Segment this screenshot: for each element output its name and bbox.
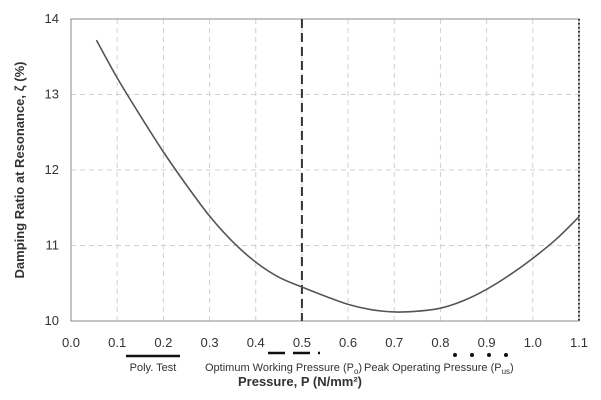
x-axis-title: Pressure, P (N/mm²) bbox=[238, 374, 362, 389]
y-tick-label: 11 bbox=[46, 238, 60, 253]
x-tick-label: 0.8 bbox=[431, 335, 449, 350]
grid-layer bbox=[71, 19, 579, 321]
x-tick-label: 0.7 bbox=[385, 335, 403, 350]
legend-peak-text: Peak Operating Pressure (P bbox=[364, 362, 502, 374]
legend: Poly. Test Optimum Working Pressure (Po)… bbox=[126, 351, 514, 376]
y-tick-label: 12 bbox=[45, 162, 59, 177]
legend-swatch-peak-pressure bbox=[453, 353, 508, 357]
x-tick-label: 1.1 bbox=[570, 335, 588, 350]
x-tick-label: 0.3 bbox=[201, 335, 219, 350]
plot-frame bbox=[70, 18, 580, 322]
x-tick-label: 0.6 bbox=[339, 335, 357, 350]
y-tick-label: 10 bbox=[45, 313, 59, 328]
x-tick-label: 0.2 bbox=[154, 335, 172, 350]
legend-peak-sub: us bbox=[502, 367, 510, 376]
legend-peak-tail: ) bbox=[510, 362, 514, 374]
x-tick-label: 0.4 bbox=[247, 335, 265, 350]
x-tick-label: 0.0 bbox=[62, 335, 80, 350]
legend-label-peak-pressure: Peak Operating Pressure (Pus) bbox=[364, 362, 514, 376]
legend-label-optimum-pressure: Optimum Working Pressure (Po) bbox=[205, 362, 362, 376]
y-tick-labels: 10 11 12 13 14 bbox=[45, 11, 59, 328]
y-tick-label: 13 bbox=[45, 87, 59, 102]
damping-ratio-curve bbox=[95, 39, 580, 313]
legend-optimum-text: Optimum Working Pressure (P bbox=[205, 362, 354, 374]
y-tick-label: 14 bbox=[45, 11, 59, 26]
x-tick-label: 1.0 bbox=[524, 335, 542, 350]
x-tick-label: 0.5 bbox=[293, 335, 311, 350]
legend-optimum-sub: o bbox=[354, 367, 359, 376]
x-tick-label: 0.9 bbox=[478, 335, 496, 350]
y-axis-title: Damping Ratio at Resonance, ζ (%) bbox=[12, 62, 27, 279]
x-tick-label: 0.1 bbox=[108, 335, 126, 350]
reference-lines bbox=[300, 19, 580, 321]
legend-optimum-tail: ) bbox=[358, 362, 362, 374]
series-layer bbox=[95, 39, 580, 313]
legend-label-poly-test: Poly. Test bbox=[130, 362, 177, 374]
x-tick-labels: 0.0 0.1 0.2 0.3 0.4 0.5 0.6 0.7 0.8 0.9 1.0 1.1 bbox=[62, 335, 588, 350]
